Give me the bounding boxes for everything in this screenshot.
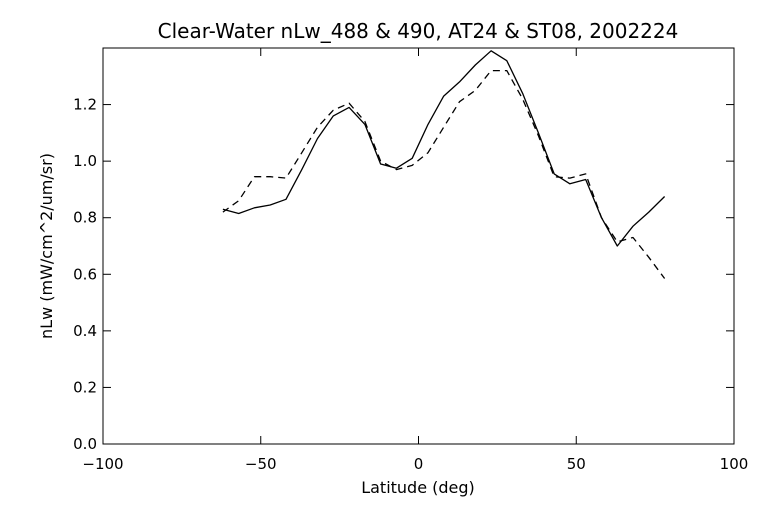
y-tick-label: 1.2 [73,96,97,114]
dashed-series-line [222,69,666,279]
x-tick-label: −100 [82,455,123,473]
y-tick-label: 0.8 [73,209,97,227]
solid-series-line [222,50,666,247]
y-axis-label: nLw (mW/cm^2/um/sr) [37,153,56,339]
x-axis: −100 −50 0 50 100 [82,48,748,473]
series-layer [222,50,666,279]
x-tick-label: 50 [567,455,586,473]
x-tick-label: 0 [414,455,424,473]
y-tick-label: 0.0 [73,435,97,453]
x-axis-label: Latitude (deg) [361,478,475,497]
y-tick-label: 0.6 [73,265,97,283]
y-axis: 0.0 0.2 0.4 0.6 0.8 1.0 1.2 [73,96,734,453]
x-tick-label: −50 [245,455,277,473]
y-tick-label: 0.2 [73,378,97,396]
x-tick-label: 100 [720,455,749,473]
y-tick-label: 0.4 [73,322,97,340]
chart-title: Clear-Water nLw_488 & 490, AT24 & ST08, … [158,19,679,43]
y-tick-label: 1.0 [73,152,97,170]
